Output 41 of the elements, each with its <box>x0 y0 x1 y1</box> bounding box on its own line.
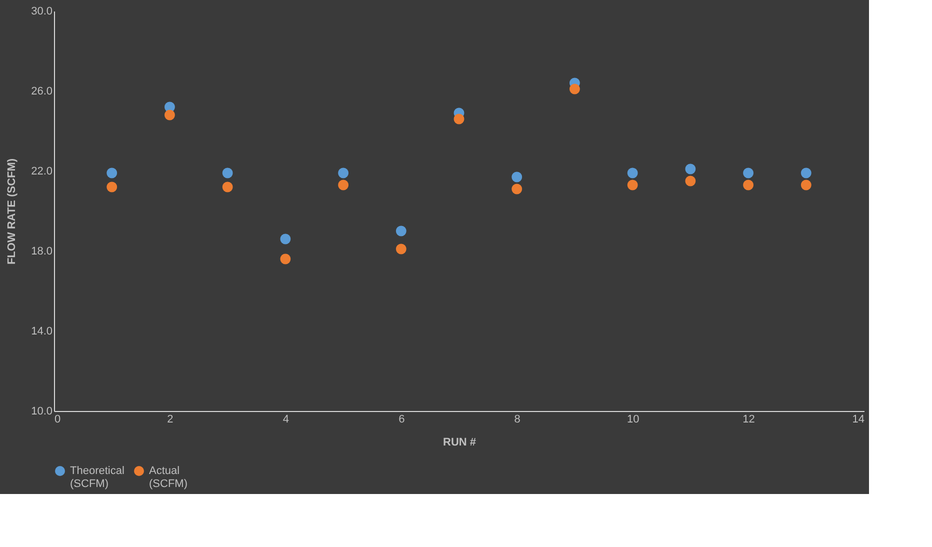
x-tick-label: 10 <box>626 414 640 426</box>
point <box>396 226 406 236</box>
point <box>512 184 522 194</box>
point <box>454 114 464 124</box>
point <box>396 244 406 254</box>
x-tick-label: 2 <box>167 414 174 426</box>
point <box>627 180 638 190</box>
point <box>800 180 812 190</box>
point <box>222 168 233 178</box>
point <box>164 110 175 120</box>
point <box>685 176 696 186</box>
y-tick-label: 10.0 <box>31 406 52 418</box>
point <box>280 234 291 244</box>
legend-label: Actual (SCFM) <box>149 465 188 490</box>
x-tick-label: 12 <box>742 414 755 426</box>
point <box>222 182 233 192</box>
y-axis-title: FLOW RATE (SCFM) <box>6 158 18 265</box>
y-tick-label: 30.0 <box>31 6 52 18</box>
legend-label: Theoretical (SCFM) <box>70 465 124 490</box>
point <box>338 168 349 178</box>
point <box>106 168 118 178</box>
y-tick-label: 18.0 <box>31 246 52 258</box>
x-tick-label: 0 <box>54 414 61 426</box>
x-tick-label: 4 <box>282 414 289 426</box>
x-tick-label: 14 <box>852 414 864 426</box>
x-axis-title: RUN # <box>442 436 476 448</box>
point <box>627 168 638 178</box>
x-tick-label: 8 <box>514 414 520 426</box>
y-tick-label: 26.0 <box>31 86 52 98</box>
point <box>743 180 754 190</box>
y-tick-label: 22.0 <box>31 166 52 178</box>
x-tick-label: 6 <box>398 414 405 426</box>
point <box>800 168 812 178</box>
point <box>106 182 118 192</box>
point <box>569 84 580 94</box>
point <box>743 168 754 178</box>
point <box>280 254 291 264</box>
point <box>512 172 522 182</box>
point <box>338 180 349 190</box>
y-tick-label: 14.0 <box>31 326 52 338</box>
point <box>685 164 696 174</box>
